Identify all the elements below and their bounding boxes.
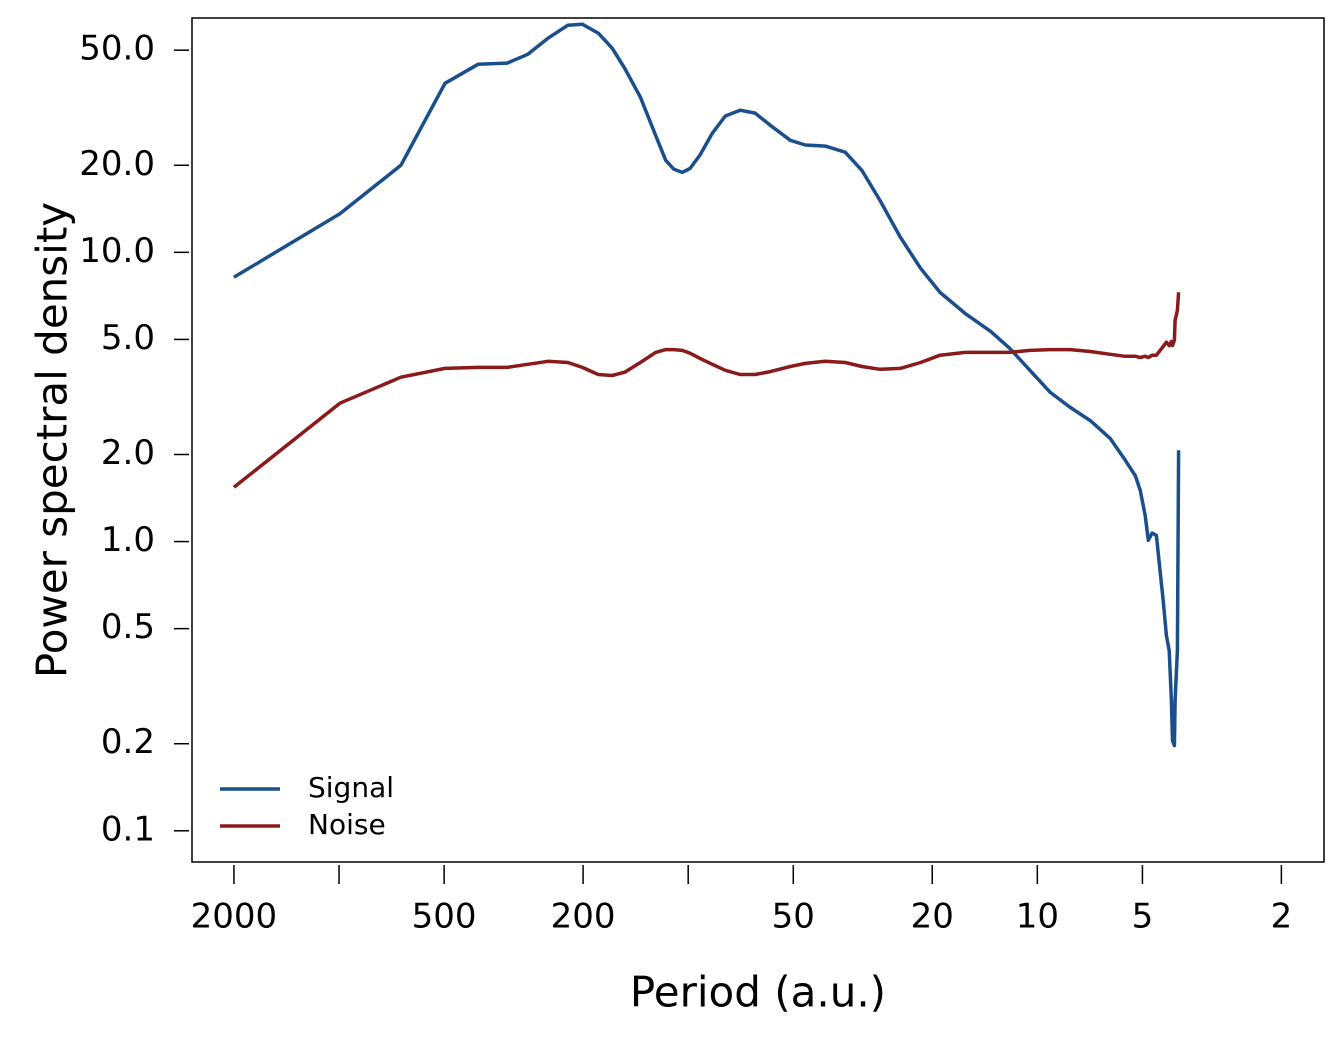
legend-label: Signal bbox=[308, 771, 394, 804]
y-tick-label: 5.0 bbox=[101, 318, 155, 358]
y-axis-label: Power spectral density bbox=[28, 202, 77, 678]
x-tick-label: 2000 bbox=[191, 897, 278, 937]
y-tick-label: 10.0 bbox=[79, 231, 155, 271]
y-tick-label: 2.0 bbox=[101, 433, 155, 473]
x-tick-label: 200 bbox=[551, 897, 616, 937]
y-tick-label: 50.0 bbox=[79, 29, 155, 69]
x-axis-label: Period (a.u.) bbox=[630, 968, 886, 1017]
x-tick-label: 5 bbox=[1132, 897, 1154, 937]
series-line bbox=[232, 22, 1181, 748]
x-tick-label: 2 bbox=[1271, 897, 1293, 937]
plot-frame bbox=[191, 17, 1325, 863]
y-tick-label: 0.2 bbox=[101, 722, 155, 762]
x-tick-label: 50 bbox=[772, 897, 815, 937]
y-tick-label: 1.0 bbox=[101, 520, 155, 560]
series-line bbox=[232, 292, 1181, 489]
x-tick-label: 20 bbox=[911, 897, 954, 937]
legend-label: Noise bbox=[308, 808, 386, 841]
x-tick-label: 500 bbox=[412, 897, 477, 937]
y-tick-label: 0.5 bbox=[101, 607, 155, 647]
x-tick-label: 10 bbox=[1016, 897, 1059, 937]
y-tick-label: 0.1 bbox=[101, 809, 155, 849]
y-tick-label: 20.0 bbox=[79, 144, 155, 184]
